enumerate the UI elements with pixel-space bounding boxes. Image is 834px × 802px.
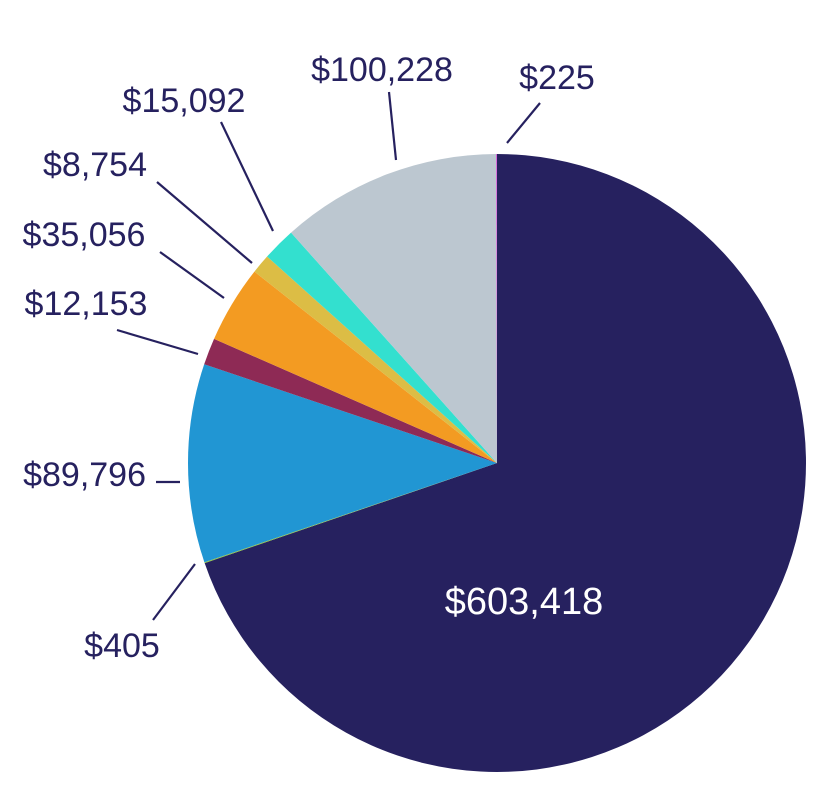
slice-label-12-153: $12,153: [25, 285, 148, 323]
slice-labels: $603,418 $405 $89,796 $12,153 $35,056 $8,754 $…: [23, 51, 604, 665]
pie-slices: [187, 153, 807, 772]
pie-slice-15-092: [267, 232, 497, 463]
pie-slice-35-056: [214, 271, 498, 463]
slice-label-100-228: $100,228: [311, 51, 453, 89]
leader-line-225: [506, 102, 541, 144]
slice-label-405: $405: [84, 627, 160, 665]
leader-line-15-092: [220, 121, 274, 232]
slice-label-89-796: $89,796: [23, 456, 146, 494]
pie-slice-100-228: [291, 154, 497, 463]
slice-label-603-418: $603,418: [445, 581, 604, 623]
leader-line-12-153: [116, 328, 199, 356]
leader-lines: [116, 91, 541, 621]
pie-slice-225: [496, 153, 497, 463]
slice-label-8-754: $8,754: [43, 146, 147, 184]
pie-slice-603-418: [204, 154, 807, 772]
pie-slice-8-754: [254, 256, 497, 463]
slice-label-225: $225: [519, 59, 595, 97]
leader-line-35-056: [159, 251, 225, 299]
slice-label-35-056: $35,056: [23, 216, 146, 254]
leader-line-100-228: [387, 91, 398, 161]
pie-slice-405: [204, 463, 497, 564]
slice-label-15-092: $15,092: [123, 82, 246, 120]
pie-slice-89-796: [187, 364, 497, 563]
leader-line-8-754: [156, 181, 253, 264]
leader-line-405: [152, 563, 196, 621]
pie-slice-12-153: [204, 338, 497, 463]
